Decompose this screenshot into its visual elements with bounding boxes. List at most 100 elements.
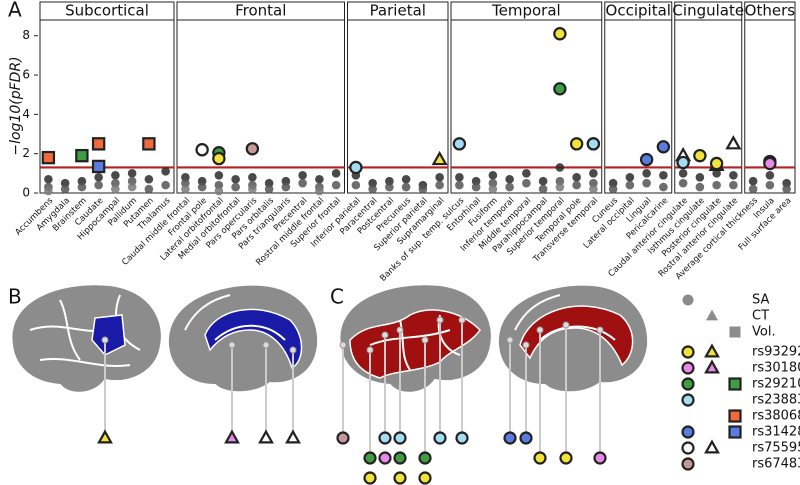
legend-shape [729, 326, 741, 338]
connector-dot [366, 346, 374, 354]
background-point [181, 184, 190, 194]
snp-marker [455, 431, 469, 445]
background-point [435, 172, 444, 182]
panel-frame [744, 19, 796, 194]
background-point [351, 180, 361, 190]
background-point [231, 182, 240, 192]
connector-dot [458, 316, 466, 324]
connector-dot [289, 346, 297, 354]
snp-marker [258, 429, 274, 444]
legend-label: Vol. [752, 325, 776, 340]
legend-symbol [681, 393, 695, 407]
background-point [471, 176, 481, 186]
background-point [522, 169, 531, 178]
background-point [214, 171, 224, 180]
highlight-point [763, 156, 777, 171]
legend-label: SA [752, 293, 769, 308]
legend-symbol [681, 345, 695, 359]
panel-frame [450, 19, 603, 194]
connector-dot [381, 331, 389, 339]
highlight-point [553, 82, 567, 96]
highlight-point [639, 152, 654, 167]
background-point [782, 184, 791, 194]
background-point [144, 174, 154, 184]
background-point [488, 178, 498, 188]
panel-frame [604, 19, 673, 194]
background-point [765, 171, 775, 180]
snp-marker [97, 429, 113, 444]
background-point [60, 184, 70, 194]
background-point [522, 178, 531, 188]
y-axis-label: −log10(pFDR) [8, 56, 24, 155]
background-point [695, 172, 705, 182]
background-point [729, 180, 738, 190]
background-point [589, 184, 598, 194]
background-point [589, 169, 598, 178]
background-point [264, 178, 274, 188]
background-point [248, 184, 257, 194]
background-point [111, 171, 120, 180]
background-point [488, 184, 498, 194]
background-point [161, 167, 170, 176]
background-point [505, 182, 514, 192]
snp-marker [363, 471, 377, 485]
legend-label: rs2921036 [752, 377, 800, 392]
legend-symbol [681, 361, 695, 375]
background-point [298, 171, 307, 180]
background-point [659, 171, 668, 180]
background-point [368, 178, 377, 188]
legend-symbol [704, 343, 720, 358]
background-point [572, 180, 581, 190]
panel-title: Frontal [235, 2, 286, 20]
legend-symbol [728, 425, 742, 439]
snp-marker [393, 451, 407, 465]
legend-label: CT [752, 309, 769, 324]
background-point [455, 180, 464, 190]
background-point [331, 169, 341, 178]
background-point [161, 180, 170, 190]
highlight-point [676, 155, 690, 170]
background-point [331, 180, 341, 190]
legend-label: rs314280 [752, 425, 800, 440]
highlight-point [693, 148, 707, 163]
legend-shape [682, 294, 694, 306]
legend-symbol [681, 457, 695, 471]
brain-b-medial [166, 283, 320, 394]
background-point [555, 182, 565, 192]
connector-dot [339, 341, 347, 349]
background-point [659, 182, 668, 192]
highlight-point [212, 151, 226, 166]
legend-symbol [704, 359, 720, 374]
background-point [401, 174, 411, 184]
background-point [264, 184, 274, 194]
legend-label: rs2388334 [752, 393, 800, 408]
background-point [231, 174, 240, 184]
background-point [281, 182, 291, 192]
background-point [678, 169, 688, 178]
panel-title: Cingulate [672, 2, 744, 20]
background-point [729, 171, 738, 180]
y-tick-label: 0 [22, 186, 30, 200]
connector-dot [536, 326, 544, 334]
background-point [608, 184, 618, 194]
background-point [555, 176, 565, 186]
y-tick-label: 4 [22, 107, 30, 121]
snp-marker [559, 451, 573, 465]
snp-marker [393, 471, 407, 485]
background-point [315, 186, 324, 196]
background-point [44, 186, 53, 196]
panel-frame [674, 19, 743, 194]
connector-dot [506, 336, 514, 344]
background-point [298, 178, 307, 188]
background-point [418, 184, 428, 194]
background-point [695, 182, 705, 192]
legend-label: rs6748341 [752, 457, 800, 472]
highlight-point [91, 159, 106, 174]
y-tick-label: 6 [22, 68, 30, 82]
background-point [782, 178, 791, 188]
snp-marker [378, 431, 392, 445]
background-point [625, 172, 635, 182]
background-point [678, 178, 688, 188]
snp-marker [393, 431, 407, 445]
background-point [765, 180, 775, 190]
